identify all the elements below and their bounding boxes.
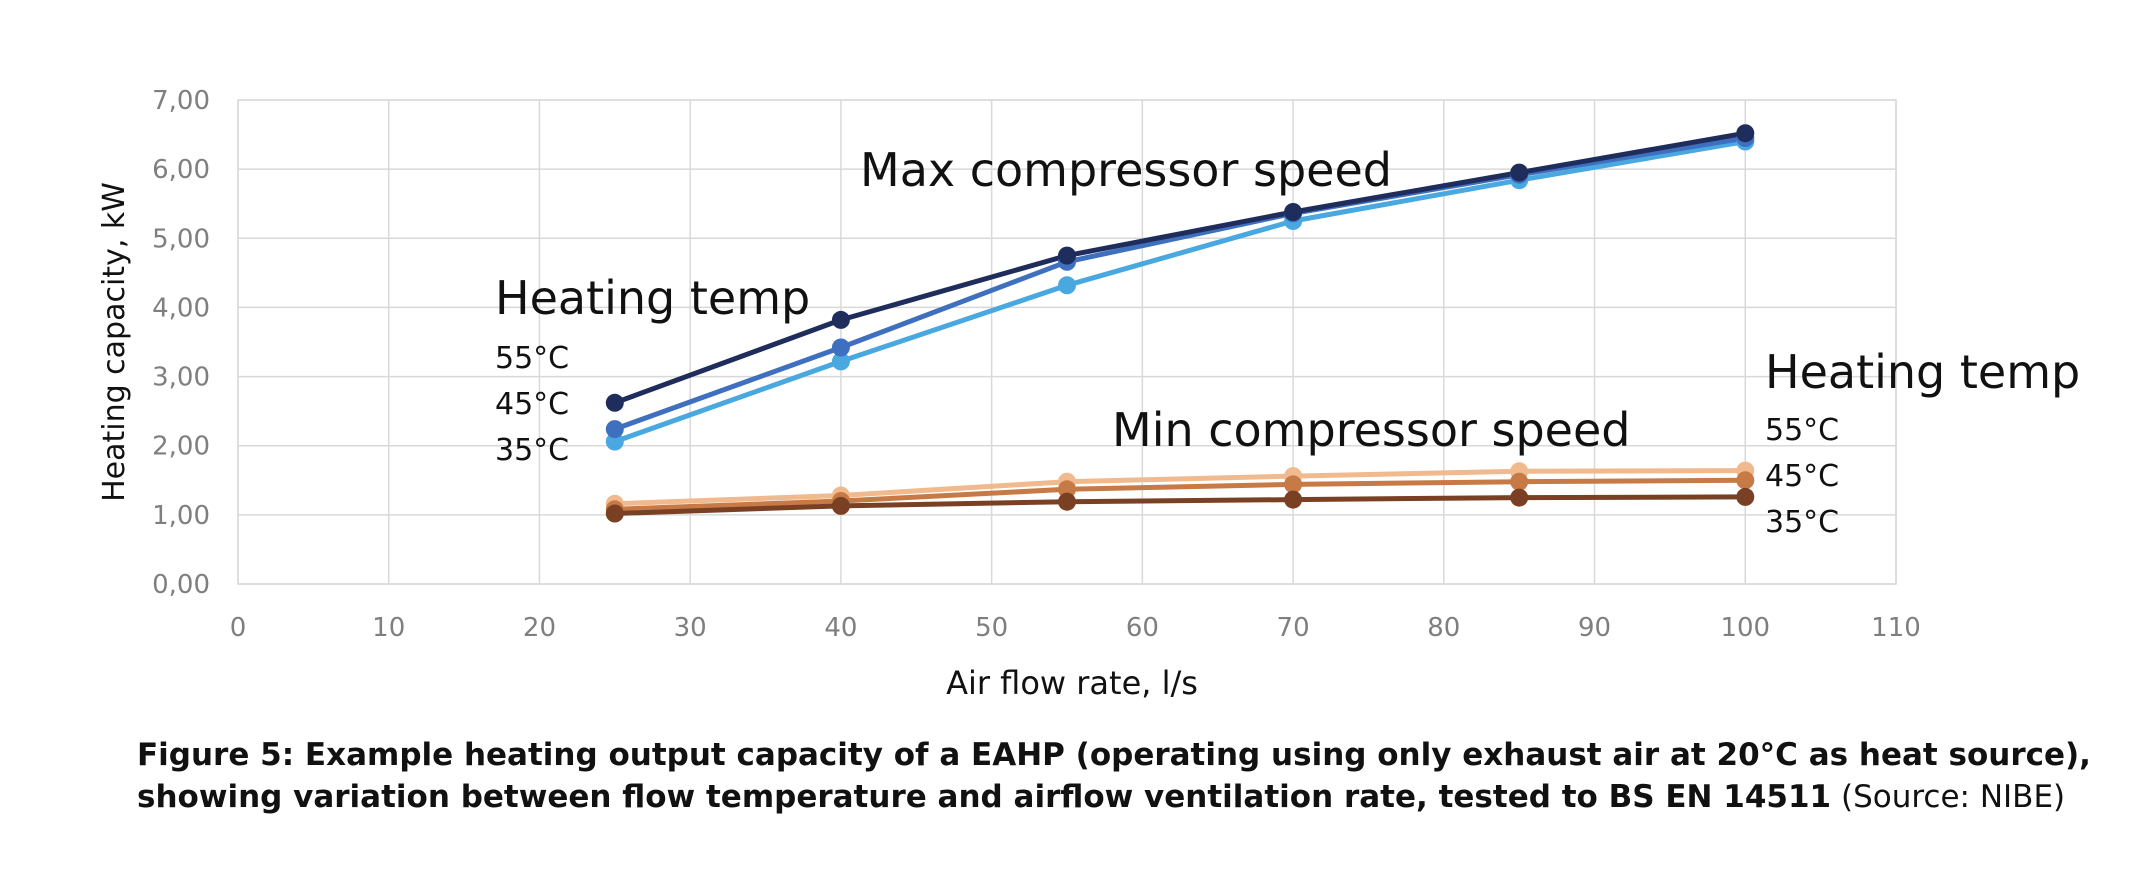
data-point bbox=[1736, 487, 1755, 506]
x-tick-label: 0 bbox=[230, 613, 247, 643]
left-label-45: 45°C bbox=[495, 387, 569, 422]
data-point bbox=[605, 393, 624, 412]
data-point bbox=[1510, 472, 1529, 491]
caption-text: Figure 5: Example heating output capacit… bbox=[137, 737, 2091, 815]
y-tick-label: 3,00 bbox=[152, 363, 210, 393]
caption-source: (Source: NIBE) bbox=[1840, 779, 2066, 815]
data-point bbox=[605, 504, 624, 523]
y-tick-label: 7,00 bbox=[152, 86, 210, 116]
right-label-45: 45°C bbox=[1765, 459, 1839, 494]
x-tick-labels: 0 10 20 30 40 50 60 70 80 90 100 110 bbox=[230, 613, 1921, 643]
heating-temp-left-title: Heating temp bbox=[495, 271, 810, 325]
x-tick-label: 100 bbox=[1720, 613, 1770, 643]
x-tick-label: 30 bbox=[674, 613, 707, 643]
data-point bbox=[1284, 203, 1303, 221]
data-point bbox=[831, 352, 850, 371]
x-tick-label: 110 bbox=[1871, 613, 1921, 643]
heating-capacity-chart: 0 10 20 30 40 50 60 70 80 90 100 110 0,00 1,00 2,00 3,… bbox=[97, 86, 2080, 702]
data-point bbox=[1284, 475, 1303, 494]
max-compressor-title: Max compressor speed bbox=[860, 143, 1392, 197]
data-point bbox=[1058, 480, 1076, 499]
series-line bbox=[612, 494, 1748, 516]
data-point bbox=[1058, 246, 1076, 265]
data-point bbox=[1510, 488, 1529, 507]
y-tick-label: 5,00 bbox=[152, 224, 210, 254]
right-label-55: 55°C bbox=[1765, 413, 1839, 448]
data-point bbox=[1736, 471, 1755, 490]
data-point bbox=[831, 496, 850, 515]
x-tick-label: 20 bbox=[523, 613, 556, 643]
series-line bbox=[612, 468, 1748, 507]
data-point bbox=[831, 310, 850, 329]
data-point bbox=[605, 420, 624, 439]
x-tick-label: 80 bbox=[1427, 613, 1460, 643]
x-tick-label: 50 bbox=[975, 613, 1008, 643]
y-tick-label: 2,00 bbox=[152, 432, 210, 462]
series-points bbox=[605, 124, 1755, 523]
series-line bbox=[612, 130, 1748, 406]
x-tick-label: 70 bbox=[1277, 613, 1310, 643]
right-label-35: 35°C bbox=[1765, 505, 1839, 540]
y-tick-label: 4,00 bbox=[152, 293, 210, 323]
y-tick-labels: 0,00 1,00 2,00 3,00 4,00 5,00 6,00 7,00 bbox=[152, 86, 210, 600]
figure-caption: Figure 5: Example heating output capacit… bbox=[137, 734, 2097, 818]
data-point bbox=[1510, 163, 1529, 182]
x-tick-label: 40 bbox=[824, 613, 857, 643]
data-point bbox=[1736, 124, 1755, 143]
y-tick-label: 0,00 bbox=[152, 570, 210, 600]
x-tick-label: 90 bbox=[1578, 613, 1611, 643]
x-tick-label: 10 bbox=[372, 613, 405, 643]
heating-temp-right-title: Heating temp bbox=[1765, 345, 2080, 399]
y-tick-label: 1,00 bbox=[152, 501, 210, 531]
x-tick-label: 60 bbox=[1126, 613, 1159, 643]
data-point bbox=[831, 338, 850, 357]
series-line bbox=[612, 135, 1748, 432]
y-axis-label: Heating capacity, kW bbox=[97, 182, 132, 502]
series-lines bbox=[612, 130, 1748, 516]
data-point bbox=[1058, 276, 1076, 295]
left-label-55: 55°C bbox=[495, 341, 569, 376]
series-line bbox=[612, 477, 1748, 512]
min-compressor-title: Min compressor speed bbox=[1112, 403, 1630, 457]
data-point bbox=[605, 432, 624, 451]
y-tick-label: 6,00 bbox=[152, 155, 210, 185]
data-point bbox=[1058, 492, 1076, 511]
left-label-35: 35°C bbox=[495, 433, 569, 468]
x-axis-label: Air flow rate, l/s bbox=[946, 664, 1198, 702]
series-line bbox=[612, 139, 1748, 445]
data-point bbox=[1284, 490, 1303, 509]
